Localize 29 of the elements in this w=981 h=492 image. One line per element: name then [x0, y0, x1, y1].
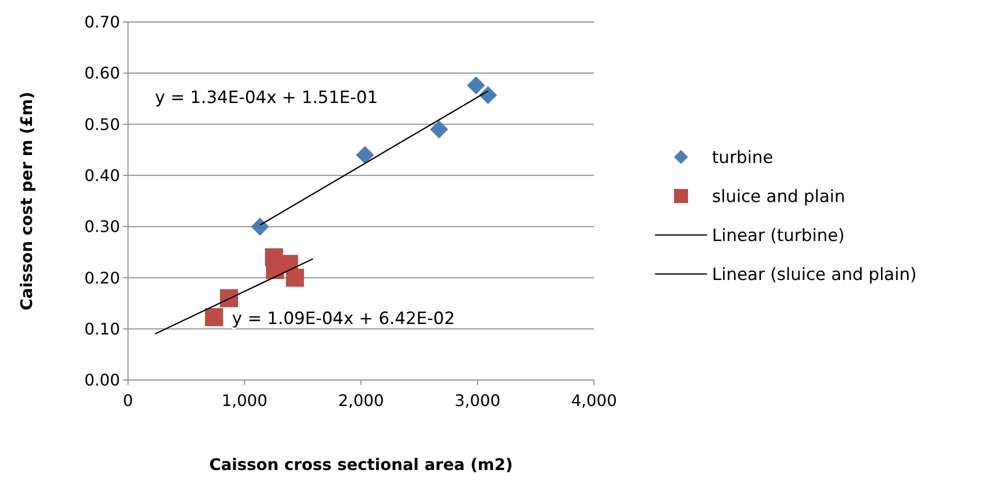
y-tick-label: 0.60 [84, 64, 120, 83]
point [466, 76, 485, 94]
point [220, 289, 238, 308]
point [204, 308, 223, 326]
x-tick-label: 0 [122, 391, 134, 410]
x-tick-label: 2,000 [338, 391, 384, 410]
x-tick-label: 3,000 [454, 391, 500, 410]
y-tick-label: 0.20 [84, 268, 120, 288]
y-tick-label: 0.00 [84, 370, 120, 390]
y-tick-label: 0.70 [84, 12, 120, 32]
legend-label: Linear (turbine) [712, 226, 845, 246]
y-tick-label: 0.30 [84, 217, 120, 236]
point [250, 218, 269, 236]
x-tick-label: 1,000 [222, 391, 268, 410]
x-tick-label: 4,000 [571, 391, 617, 410]
y-tick-label: 0.50 [84, 114, 120, 134]
point [286, 268, 304, 287]
point [478, 86, 497, 104]
point [430, 120, 448, 138]
y-axis-title: Caisson cost per m (£m) [17, 92, 36, 310]
legend-label: turbine [712, 148, 774, 168]
y-tick-label: 0.40 [84, 166, 120, 186]
point [356, 146, 374, 164]
annotation: y = 1.09E-04x + 6.42E-02 [232, 308, 455, 329]
x-axis-title: Caisson cross sectional area (m2) [209, 455, 513, 474]
y-tick-label: 0.10 [84, 319, 120, 338]
annotation: y = 1.34E-04x + 1.51E-01 [155, 88, 378, 108]
legend-label: Linear (sluice and plain) [712, 264, 917, 285]
legend-label: sluice and plain [712, 186, 846, 207]
